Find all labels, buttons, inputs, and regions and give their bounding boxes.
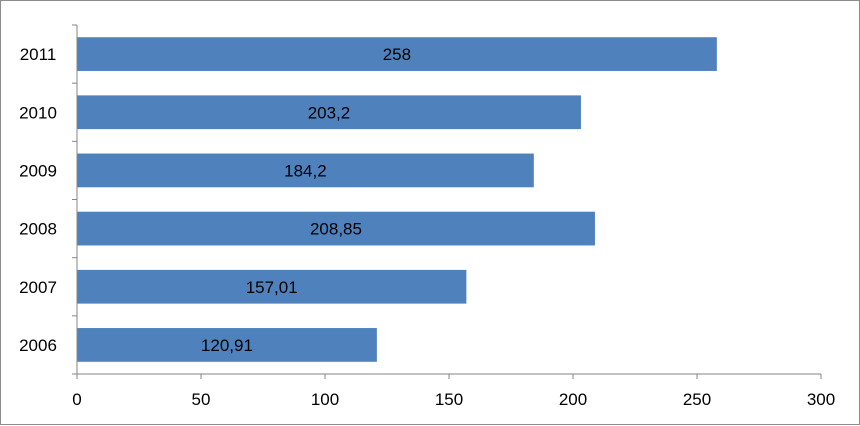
x-tick-label: 100 <box>311 390 339 409</box>
category-label-2011: 2011 <box>20 45 57 64</box>
labels-layer: 0 50 100 150 200 250 300 2006 120,91 2007 157,01 20… <box>19 45 835 409</box>
x-tick-label: 300 <box>807 390 835 409</box>
data-label-2011: 258 <box>383 45 411 64</box>
bar-2007 <box>77 269 467 304</box>
x-tick-label: 0 <box>72 390 81 409</box>
category-label-2009: 2009 <box>19 161 57 180</box>
category-label-2010: 2010 <box>19 103 57 122</box>
x-tick-label: 200 <box>559 390 587 409</box>
axes-layer <box>72 24 822 379</box>
data-label-2006: 120,91 <box>201 336 253 355</box>
x-tick-label: 150 <box>435 390 463 409</box>
bar-2011 <box>77 37 717 71</box>
bar-2010 <box>77 95 581 130</box>
x-tick-label: 50 <box>192 390 211 409</box>
bars-layer <box>77 37 717 362</box>
data-label-2007: 157,01 <box>246 278 298 297</box>
data-label-2009: 184,2 <box>284 161 327 180</box>
data-label-2008: 208,85 <box>310 220 362 239</box>
category-label-2006: 2006 <box>19 336 57 355</box>
category-label-2007: 2007 <box>19 278 57 297</box>
data-label-2010: 203,2 <box>308 103 351 122</box>
bar-2008 <box>77 211 595 246</box>
category-label-2008: 2008 <box>19 220 57 239</box>
bar-2006 <box>77 328 377 362</box>
x-tick-label: 250 <box>683 390 711 409</box>
bar-2009 <box>77 153 534 188</box>
